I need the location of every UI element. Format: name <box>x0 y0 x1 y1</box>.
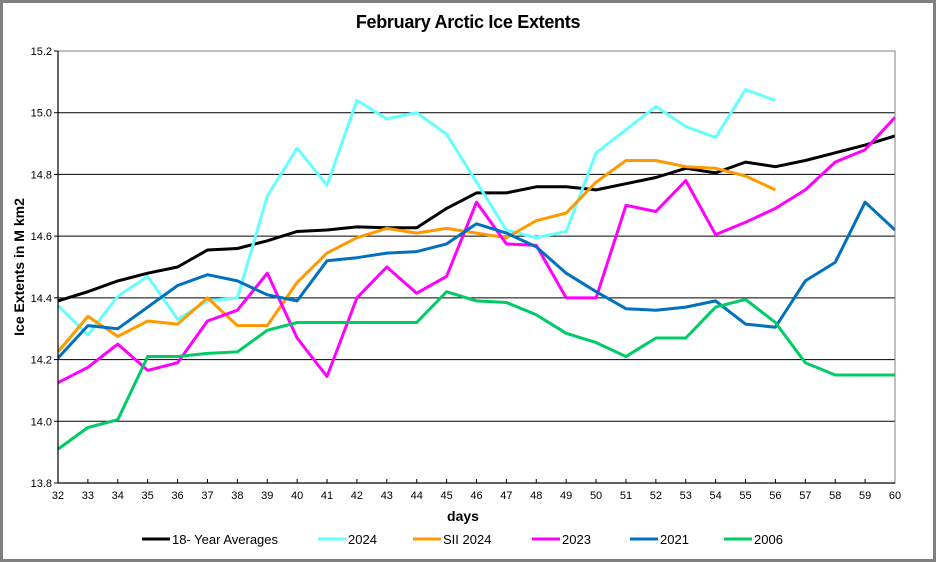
x-tick-label: 34 <box>112 490 124 502</box>
series-lines <box>56 88 897 451</box>
gridlines <box>58 112 895 422</box>
y-tick-label: 15.2 <box>31 46 52 58</box>
chart-title: February Arctic Ice Extents <box>355 12 581 32</box>
x-tick-label: 36 <box>171 490 183 502</box>
x-tick-label: 39 <box>261 490 273 502</box>
y-tick-label: 14.4 <box>31 293 52 305</box>
x-tick-label: 38 <box>231 490 243 502</box>
x-tick-label: 52 <box>650 490 662 502</box>
legend-item: 2024 <box>318 532 377 547</box>
x-tick-label: 56 <box>769 490 781 502</box>
x-tick-label: 42 <box>351 490 363 502</box>
x-tick-label: 53 <box>680 490 692 502</box>
legend-item: 18- Year Averages <box>142 532 279 547</box>
series-line-2021 <box>56 200 897 360</box>
series-points <box>57 117 896 383</box>
x-tick-label: 41 <box>321 490 333 502</box>
x-tick-label: 55 <box>739 490 751 502</box>
series-points <box>57 89 776 335</box>
y-tick-label: 14.6 <box>31 231 52 243</box>
y-tick-label: 14.8 <box>31 169 52 181</box>
x-tick-label: 54 <box>710 490 722 502</box>
x-tick-label: 58 <box>829 490 841 502</box>
x-tick-label: 37 <box>201 490 213 502</box>
x-tick-label: 50 <box>590 490 602 502</box>
legend: 18- Year Averages 2024 SII 2024 2023 2021 200… <box>142 532 783 547</box>
x-tick-label: 45 <box>440 490 452 502</box>
legend-item: SII 2024 <box>413 532 491 547</box>
x-tick-label: 59 <box>859 490 871 502</box>
x-tick-label: 46 <box>470 490 482 502</box>
x-tick-label: 44 <box>411 490 423 502</box>
plot-area-border <box>57 50 896 484</box>
series-points <box>57 135 896 302</box>
y-tick-label: 14.0 <box>31 416 52 428</box>
x-tick-label: 57 <box>799 490 811 502</box>
legend-label: 2024 <box>348 532 377 547</box>
legend-label: 18- Year Averages <box>172 532 279 547</box>
y-tick-label: 14.2 <box>31 355 52 367</box>
legend-item: 2021 <box>630 532 689 547</box>
legend-item: 2023 <box>532 532 591 547</box>
y-tick-label: 13.8 <box>31 478 52 490</box>
x-tick-label: 51 <box>620 490 632 502</box>
x-tick-label: 60 <box>889 490 901 502</box>
x-tick-label: 33 <box>82 490 94 502</box>
legend-item: 2006 <box>724 532 783 547</box>
x-tick-label: 35 <box>142 490 154 502</box>
legend-label: SII 2024 <box>443 532 491 547</box>
y-axis-label: Ice Extents in M km2 <box>11 198 27 336</box>
y-tick-label: 15.0 <box>31 108 52 120</box>
x-axis-ticks: 32 33 34 35 36 37 38 39 40 41 42 43 44 45 46 47 48 49 50 51… <box>52 479 901 502</box>
x-tick-label: 40 <box>291 490 303 502</box>
x-tick-label: 43 <box>381 490 393 502</box>
series-line-2023 <box>57 116 897 385</box>
legend-label: 2021 <box>660 532 689 547</box>
legend-label: 2023 <box>562 532 591 547</box>
x-axis-label: days <box>447 508 479 524</box>
legend-label: 2006 <box>754 532 783 547</box>
x-tick-label: 48 <box>530 490 542 502</box>
x-tick-label: 32 <box>52 490 64 502</box>
x-tick-label: 47 <box>500 490 512 502</box>
x-tick-label: 49 <box>560 490 572 502</box>
y-axis-ticks: 13.8 14.0 14.2 14.4 14.6 14.8 15.0 15.2 <box>31 46 58 490</box>
series-points <box>57 291 896 450</box>
series-line-18-year-averages <box>57 134 896 303</box>
